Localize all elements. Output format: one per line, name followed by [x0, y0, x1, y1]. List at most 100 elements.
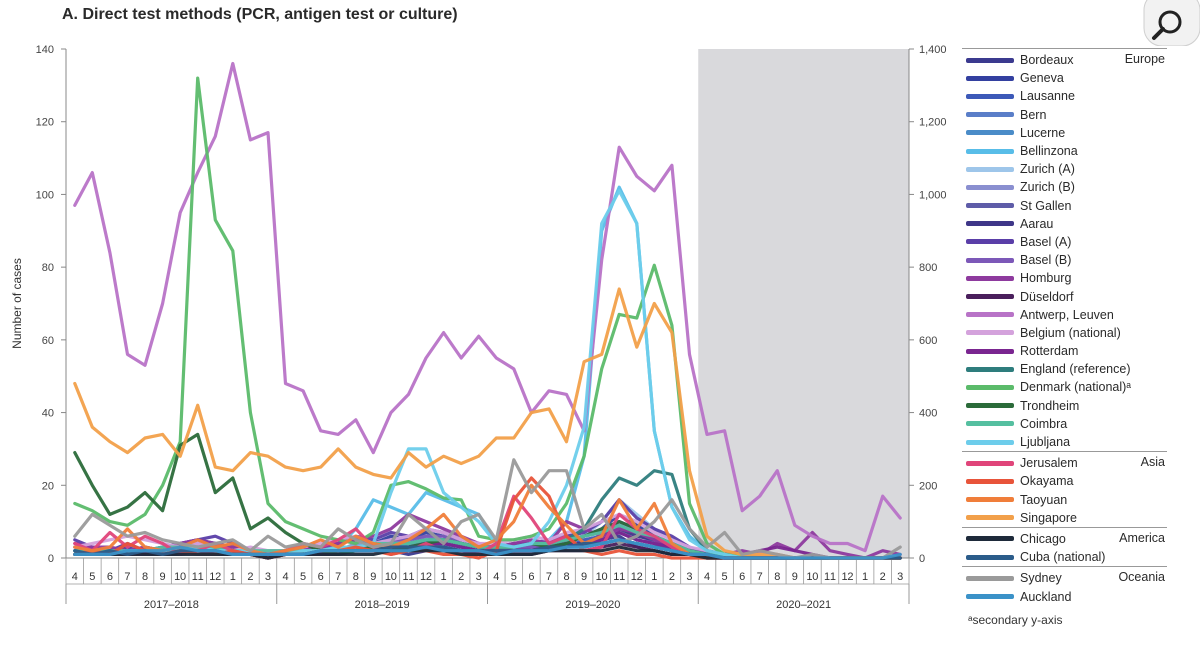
legend-item: Coimbra: [962, 415, 1167, 433]
x-tick-label: 3: [265, 571, 271, 583]
legend-label: Bern: [1020, 107, 1047, 122]
legend-swatch: [966, 93, 1014, 99]
legend-item: Cuba (national): [962, 548, 1167, 566]
legend-swatch: [966, 460, 1014, 466]
y2-tick-label: 600: [919, 335, 937, 347]
x-tick-label: 1: [651, 571, 657, 583]
legend-item: Homburg: [962, 269, 1167, 287]
legend-swatch: [966, 203, 1014, 209]
legend-label: Homburg: [1020, 271, 1072, 286]
season-label: 2019–2020: [565, 599, 620, 611]
legend-label: Lausanne: [1020, 89, 1075, 104]
legend-item: Basel (A): [962, 233, 1167, 251]
legend-item: Auckland: [962, 587, 1167, 605]
legend-item: Zurich (A): [962, 160, 1167, 178]
legend-label: Geneva: [1020, 71, 1064, 86]
x-tick-label: 9: [581, 571, 587, 583]
legend-group: Oceania Sydney Auckland: [962, 566, 1167, 605]
legend-label: Basel (A): [1020, 234, 1072, 249]
legend-swatch: [966, 75, 1014, 81]
legend-swatch: [966, 239, 1014, 245]
legend-swatch: [966, 275, 1014, 281]
legend-swatch: [966, 439, 1014, 445]
x-tick-label: 2: [669, 571, 675, 583]
series-line-singapore: [73, 287, 902, 560]
y2-tick-label: 1,200: [919, 117, 947, 129]
legend-label: Basel (B): [1020, 253, 1072, 268]
legend-label: Singapore: [1020, 510, 1077, 525]
x-tick-label: 10: [596, 571, 608, 583]
legend-swatch: [966, 130, 1014, 136]
x-tick-label: 6: [528, 571, 534, 583]
x-tick-label: 4: [493, 571, 499, 583]
legend-swatch: [966, 166, 1014, 172]
legend-swatch: [966, 348, 1014, 354]
legend-swatch: [966, 575, 1014, 581]
x-tick-label: 4: [72, 571, 78, 583]
legend-swatch: [966, 148, 1014, 154]
legend-item: Belgium (national): [962, 324, 1167, 342]
x-tick-label: 6: [739, 571, 745, 583]
legend-swatch: [966, 221, 1014, 227]
x-tick-label: 7: [335, 571, 341, 583]
x-tick-label: 5: [722, 571, 728, 583]
legend-swatch: [966, 366, 1014, 372]
legend-swatch: [966, 478, 1014, 484]
legend-item: Zurich (B): [962, 178, 1167, 196]
series-line-sydney: [73, 458, 902, 560]
x-tick-label: 4: [282, 571, 288, 583]
legend-region-label: America: [1119, 530, 1165, 545]
y2-tick-label: 0: [919, 553, 925, 565]
shaded-period: [698, 49, 909, 558]
x-tick-label: 11: [613, 571, 625, 583]
legend-swatch: [966, 184, 1014, 190]
legend-item: Sydney: [962, 569, 1167, 587]
legend-swatch: [966, 330, 1014, 336]
x-tick-label: 12: [209, 571, 221, 583]
legend-label: England (reference): [1020, 362, 1131, 377]
legend-item: Bellinzona: [962, 142, 1167, 160]
legend-label: Antwerp, Leuven: [1020, 307, 1114, 322]
y2-tick-label: 1,400: [919, 44, 947, 56]
legend-item: Lucerne: [962, 124, 1167, 142]
legend-label: Denmark (national)ᵃ: [1020, 380, 1131, 395]
legend-group: America Chicago Cuba (national): [962, 526, 1167, 566]
legend-label: Zurich (B): [1020, 180, 1075, 195]
legend-item: Düseldorf: [962, 287, 1167, 305]
season-label: 2018–2019: [355, 599, 410, 611]
legend-item: Basel (B): [962, 251, 1167, 269]
legend-region-label: Asia: [1140, 455, 1165, 470]
legend-item: Taoyuan: [962, 491, 1167, 509]
legend-swatch: [966, 257, 1014, 263]
x-tick-label: 10: [174, 571, 186, 583]
x-tick-label: 8: [142, 571, 148, 583]
x-tick-label: 10: [385, 571, 397, 583]
season-label: 2017–2018: [144, 599, 199, 611]
y-tick-label: 60: [42, 335, 54, 347]
y2-tick-label: 200: [919, 480, 937, 492]
magnifier-icon[interactable]: [1138, 0, 1200, 46]
x-tick-label: 8: [353, 571, 359, 583]
legend-item: Geneva: [962, 69, 1167, 87]
legend-item: Denmark (national)ᵃ: [962, 378, 1167, 396]
x-tick-label: 3: [476, 571, 482, 583]
x-tick-label: 1: [441, 571, 447, 583]
legend-label: Ljubljana: [1020, 435, 1071, 450]
legend: Europe Bordeaux Geneva Lausanne Bern Lucerne B…: [962, 48, 1167, 606]
legend-label: Taoyuan: [1020, 492, 1068, 507]
legend-label: Trondheim: [1020, 398, 1080, 413]
x-tick-label: 5: [511, 571, 517, 583]
chart-title: A. Direct test methods (PCR, antigen tes…: [62, 6, 458, 23]
legend-label: Aarau: [1020, 216, 1054, 231]
y2-tick-label: 800: [919, 262, 937, 274]
legend-label: Belgium (national): [1020, 325, 1121, 340]
legend-swatch: [966, 515, 1014, 521]
series-line-antwerp-leuven: [73, 61, 902, 553]
legend-label: Lucerne: [1020, 125, 1066, 140]
legend-label: Jerusalem: [1020, 456, 1078, 471]
x-tick-label: 2: [458, 571, 464, 583]
legend-item: Rotterdam: [962, 342, 1167, 360]
x-tick-label: 8: [774, 571, 780, 583]
x-tick-label: 11: [402, 571, 414, 583]
legend-swatch: [966, 312, 1014, 318]
